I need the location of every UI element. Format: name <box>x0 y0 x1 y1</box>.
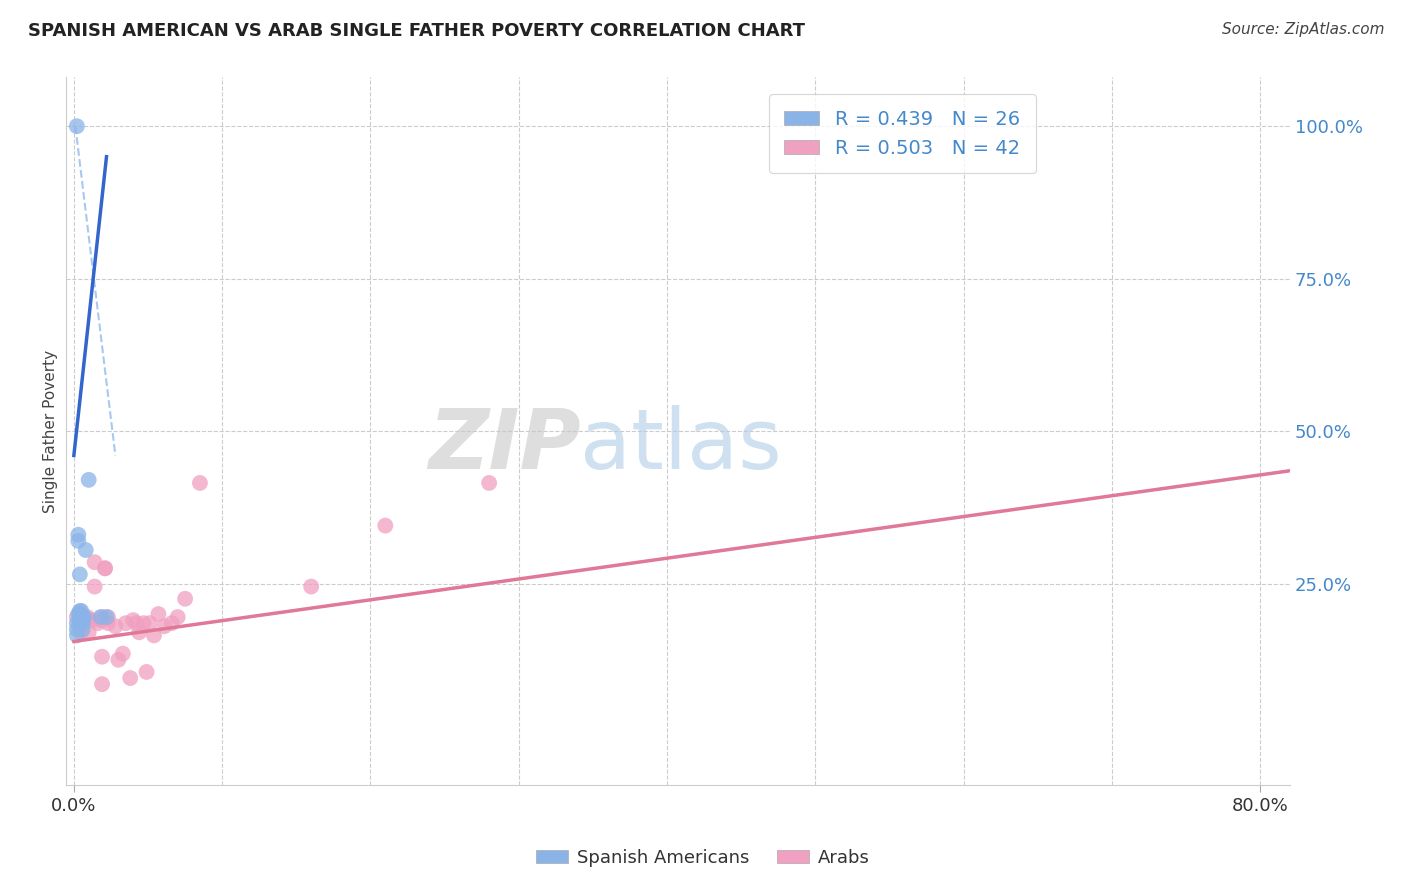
Point <box>70 610 93 624</box>
Point <box>67 528 90 542</box>
Point <box>120 671 142 685</box>
Point <box>72 622 94 636</box>
Point <box>70 613 93 627</box>
Point <box>70 604 93 618</box>
Point <box>73 613 96 627</box>
Legend: Spanish Americans, Arabs: Spanish Americans, Arabs <box>529 842 877 874</box>
Point <box>66 610 89 624</box>
Point <box>153 619 176 633</box>
Point <box>76 610 98 624</box>
Point <box>90 613 112 627</box>
Point <box>69 610 91 624</box>
Point <box>69 607 91 621</box>
Point <box>91 610 114 624</box>
Point <box>160 616 183 631</box>
Point <box>135 665 157 679</box>
Point <box>66 628 89 642</box>
Text: ZIP: ZIP <box>427 405 581 486</box>
Point <box>83 555 105 569</box>
Y-axis label: Single Father Poverty: Single Father Poverty <box>44 350 58 513</box>
Point <box>69 616 91 631</box>
Point <box>91 677 114 691</box>
Point <box>72 616 94 631</box>
Point <box>77 625 100 640</box>
Point <box>148 607 170 621</box>
Point <box>97 616 120 631</box>
Point <box>93 613 115 627</box>
Point <box>91 649 114 664</box>
Point <box>66 120 89 134</box>
Point <box>75 543 97 558</box>
Point <box>107 653 129 667</box>
Point <box>70 625 93 640</box>
Point <box>77 613 100 627</box>
Point <box>142 628 165 642</box>
Point <box>128 625 150 640</box>
Point <box>94 561 117 575</box>
Point <box>69 613 91 627</box>
Point <box>72 610 94 624</box>
Point <box>67 607 90 621</box>
Point <box>66 616 89 631</box>
Legend: R = 0.439   N = 26, R = 0.503   N = 42: R = 0.439 N = 26, R = 0.503 N = 42 <box>769 95 1036 173</box>
Text: atlas: atlas <box>581 405 782 486</box>
Point <box>132 616 155 631</box>
Point <box>90 610 112 624</box>
Point <box>299 580 322 594</box>
Point <box>83 580 105 594</box>
Point <box>80 613 103 627</box>
Point <box>122 613 145 627</box>
Point <box>73 610 96 624</box>
Point <box>125 616 148 631</box>
Point <box>374 518 396 533</box>
Text: SPANISH AMERICAN VS ARAB SINGLE FATHER POVERTY CORRELATION CHART: SPANISH AMERICAN VS ARAB SINGLE FATHER P… <box>28 22 806 40</box>
Point <box>66 622 89 636</box>
Point <box>174 591 197 606</box>
Point <box>114 616 136 631</box>
Point <box>77 473 100 487</box>
Point <box>97 610 120 624</box>
Point <box>166 610 188 624</box>
Point <box>70 610 93 624</box>
Point <box>69 604 91 618</box>
Point <box>69 567 91 582</box>
Point <box>104 619 127 633</box>
Point <box>478 475 501 490</box>
Point <box>138 616 160 631</box>
Point <box>94 561 117 575</box>
Point <box>188 475 211 490</box>
Point <box>111 647 134 661</box>
Point <box>67 533 90 548</box>
Point <box>86 616 108 631</box>
Text: Source: ZipAtlas.com: Source: ZipAtlas.com <box>1222 22 1385 37</box>
Point <box>96 610 118 624</box>
Point <box>69 616 91 631</box>
Point <box>70 610 93 624</box>
Point <box>70 607 93 621</box>
